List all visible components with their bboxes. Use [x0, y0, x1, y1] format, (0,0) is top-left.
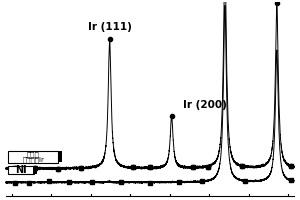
Text: Ir (200): Ir (200): [183, 100, 227, 110]
FancyBboxPatch shape: [8, 151, 58, 163]
Text: Ir (111): Ir (111): [88, 22, 132, 32]
FancyBboxPatch shape: [58, 151, 62, 162]
FancyBboxPatch shape: [33, 167, 37, 174]
FancyBboxPatch shape: [8, 166, 34, 174]
Text: 原位负载Ir: 原位负载Ir: [22, 156, 44, 163]
Text: Ni: Ni: [15, 165, 27, 175]
Text: 泡沫镍: 泡沫镍: [27, 151, 40, 158]
